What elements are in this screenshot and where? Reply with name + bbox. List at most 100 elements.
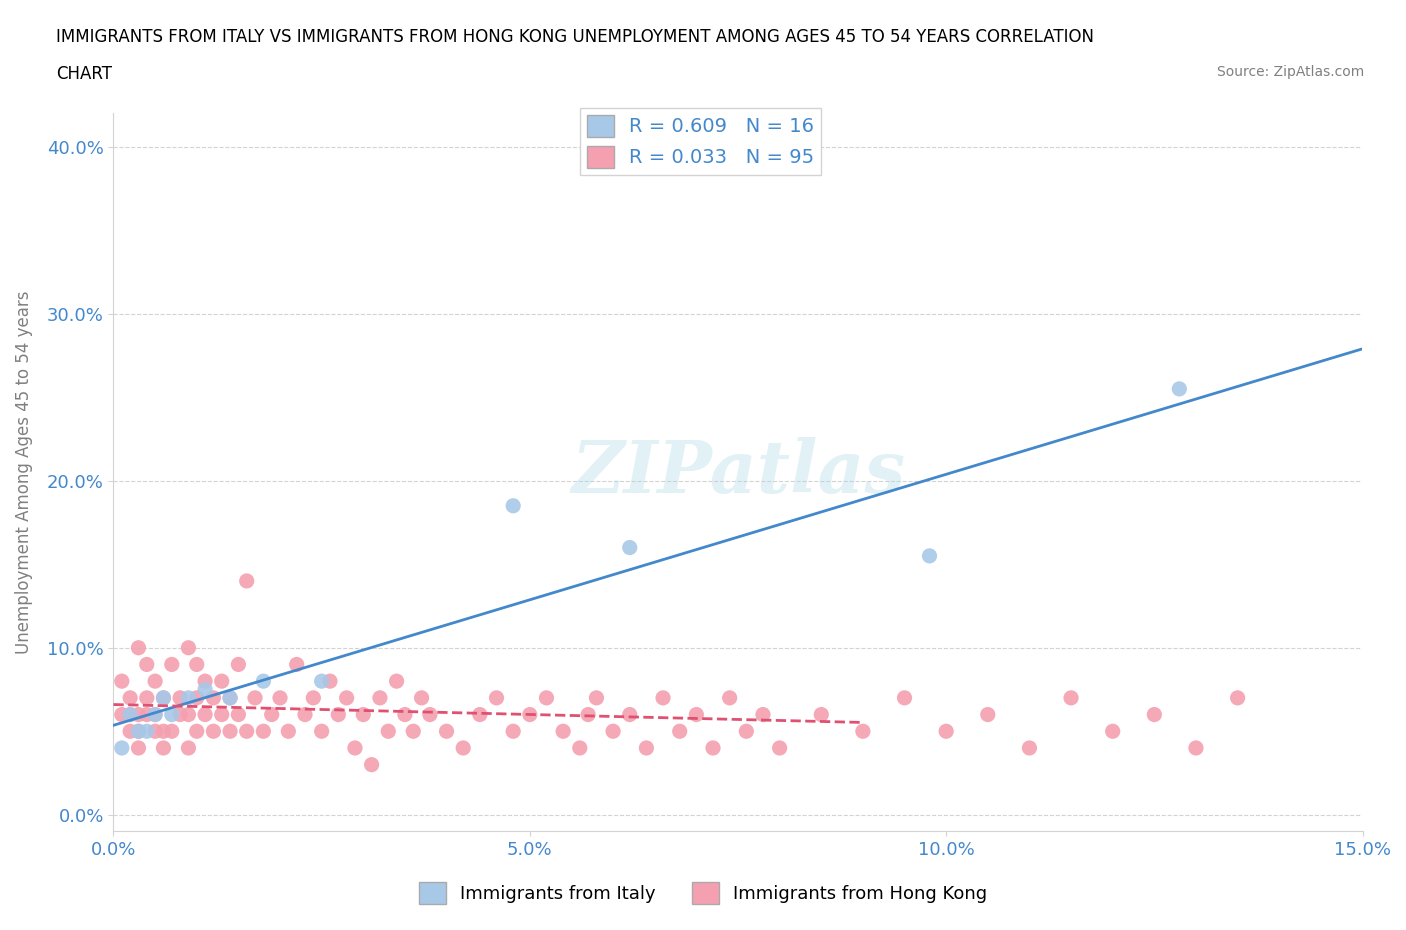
Point: [160, 724, 183, 738]
Point: [269, 690, 291, 705]
Point: [810, 707, 832, 722]
Point: [718, 690, 741, 705]
Point: [135, 657, 157, 671]
Point: [143, 673, 166, 688]
Point: [852, 724, 875, 738]
Point: [252, 724, 274, 738]
Point: [311, 724, 333, 738]
Point: [436, 724, 458, 738]
Point: [568, 740, 591, 755]
Point: [319, 673, 342, 688]
Point: [285, 657, 308, 671]
Point: [202, 724, 225, 738]
Point: [419, 707, 441, 722]
Legend: Immigrants from Italy, Immigrants from Hong Kong: Immigrants from Italy, Immigrants from H…: [412, 875, 994, 911]
Point: [519, 707, 541, 722]
Point: [311, 673, 333, 688]
Point: [194, 682, 217, 697]
Point: [135, 707, 157, 722]
Point: [194, 707, 217, 722]
Point: [160, 657, 183, 671]
Point: [143, 707, 166, 722]
Point: [394, 707, 416, 722]
Point: [360, 757, 382, 772]
Point: [893, 690, 915, 705]
Point: [294, 707, 316, 722]
Point: [111, 673, 134, 688]
Point: [536, 690, 558, 705]
Point: [186, 657, 208, 671]
Point: [111, 740, 134, 755]
Point: [368, 690, 391, 705]
Point: [502, 498, 524, 513]
Point: [169, 707, 191, 722]
Point: [668, 724, 690, 738]
Point: [211, 707, 233, 722]
Point: [194, 673, 217, 688]
Point: [177, 641, 200, 656]
Point: [152, 690, 174, 705]
Point: [160, 707, 183, 722]
Point: [202, 690, 225, 705]
Point: [752, 707, 775, 722]
Y-axis label: Unemployment Among Ages 45 to 54 years: Unemployment Among Ages 45 to 54 years: [15, 291, 32, 654]
Point: [235, 724, 257, 738]
Point: [553, 724, 575, 738]
Point: [411, 690, 433, 705]
Point: [652, 690, 675, 705]
Point: [1185, 740, 1208, 755]
Point: [576, 707, 599, 722]
Point: [468, 707, 491, 722]
Point: [111, 707, 134, 722]
Point: [219, 724, 242, 738]
Point: [143, 724, 166, 738]
Point: [619, 707, 641, 722]
Point: [1168, 381, 1191, 396]
Point: [243, 690, 266, 705]
Point: [277, 724, 299, 738]
Point: [636, 740, 658, 755]
Point: [143, 707, 166, 722]
Point: [211, 673, 233, 688]
Point: [935, 724, 957, 738]
Point: [120, 690, 142, 705]
Point: [1060, 690, 1083, 705]
Point: [127, 724, 149, 738]
Point: [336, 690, 359, 705]
Point: [177, 740, 200, 755]
Point: [1101, 724, 1123, 738]
Point: [977, 707, 1000, 722]
Text: CHART: CHART: [56, 65, 112, 83]
Point: [152, 690, 174, 705]
Point: [768, 740, 790, 755]
Point: [918, 549, 941, 564]
Point: [177, 707, 200, 722]
Point: [585, 690, 607, 705]
Point: [186, 690, 208, 705]
Point: [127, 724, 149, 738]
Point: [343, 740, 366, 755]
Point: [619, 540, 641, 555]
Point: [451, 740, 474, 755]
Text: ZIPatlas: ZIPatlas: [571, 437, 905, 508]
Point: [177, 690, 200, 705]
Point: [685, 707, 707, 722]
Point: [127, 641, 149, 656]
Point: [135, 724, 157, 738]
Point: [120, 707, 142, 722]
Point: [169, 690, 191, 705]
Point: [260, 707, 283, 722]
Point: [302, 690, 325, 705]
Point: [219, 690, 242, 705]
Point: [735, 724, 758, 738]
Point: [1143, 707, 1166, 722]
Point: [152, 740, 174, 755]
Point: [1226, 690, 1249, 705]
Legend: R = 0.609   N = 16, R = 0.033   N = 95: R = 0.609 N = 16, R = 0.033 N = 95: [579, 108, 821, 176]
Point: [402, 724, 425, 738]
Text: Source: ZipAtlas.com: Source: ZipAtlas.com: [1216, 65, 1364, 79]
Point: [702, 740, 724, 755]
Point: [127, 740, 149, 755]
Text: IMMIGRANTS FROM ITALY VS IMMIGRANTS FROM HONG KONG UNEMPLOYMENT AMONG AGES 45 TO: IMMIGRANTS FROM ITALY VS IMMIGRANTS FROM…: [56, 28, 1094, 46]
Point: [127, 707, 149, 722]
